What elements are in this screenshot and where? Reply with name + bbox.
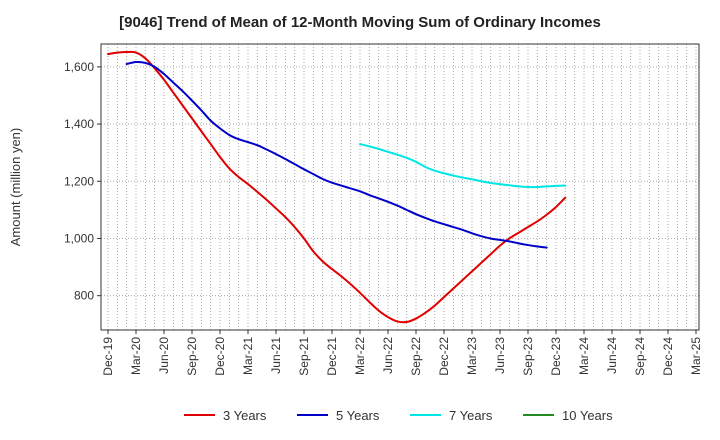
x-tick-label: Jun-24 — [605, 337, 619, 374]
x-tick-label: Jun-21 — [269, 337, 283, 374]
plot-frame — [100, 43, 700, 331]
x-tick-label: Jun-20 — [157, 337, 171, 374]
x-tick-label: Mar-23 — [465, 337, 479, 375]
x-tick-label: Sep-21 — [297, 337, 311, 376]
x-tick-label: Mar-21 — [241, 337, 255, 375]
x-tick-label: Dec-23 — [549, 337, 563, 376]
y-tick-label: 800 — [74, 289, 94, 303]
x-tick-label: Mar-22 — [353, 337, 367, 375]
series-layer — [107, 50, 567, 324]
grid-layer — [101, 44, 699, 330]
legend-label-7-years: 7 Years — [449, 408, 493, 423]
y-tick-label: 1,600 — [64, 60, 94, 74]
x-tick-label: Mar-24 — [577, 337, 591, 375]
x-tick-label: Mar-25 — [689, 337, 703, 375]
x-tick-label: Sep-24 — [633, 337, 647, 376]
legend-label-3-years: 3 Years — [223, 408, 267, 423]
x-tick-label: Sep-22 — [409, 337, 423, 376]
chart-title: [9046] Trend of Mean of 12-Month Moving … — [119, 14, 601, 31]
x-tick-label: Sep-20 — [185, 337, 199, 376]
y-tick-label: 1,400 — [64, 117, 94, 131]
series-line-3-years — [107, 50, 567, 324]
series-line-5-years — [125, 60, 548, 249]
tick-layer: Dec-19 Mar-20 Jun-20 Sep-20 Dec-20 Mar-21 Jun-… — [64, 60, 703, 376]
y-axis-title: Amount (million yen) — [8, 128, 23, 247]
legend-label-5-years: 5 Years — [336, 408, 380, 423]
x-tick-label: Dec-20 — [213, 337, 227, 376]
series-line-7-years — [359, 143, 567, 189]
x-tick-label: Dec-21 — [325, 337, 339, 376]
y-tick-label: 1,200 — [64, 174, 94, 188]
legend: 3 Years 5 Years 7 Years 10 Years — [184, 408, 613, 423]
x-tick-label: Dec-19 — [101, 337, 115, 376]
x-tick-label: Mar-20 — [129, 337, 143, 375]
x-tick-label: Jun-22 — [381, 337, 395, 374]
x-tick-label: Sep-23 — [521, 337, 535, 376]
x-tick-label: Jun-23 — [493, 337, 507, 374]
x-tick-label: Dec-24 — [661, 337, 675, 376]
legend-label-10-years: 10 Years — [562, 408, 613, 423]
x-tick-label: Dec-22 — [437, 337, 451, 376]
y-tick-label: 1,000 — [64, 231, 94, 245]
